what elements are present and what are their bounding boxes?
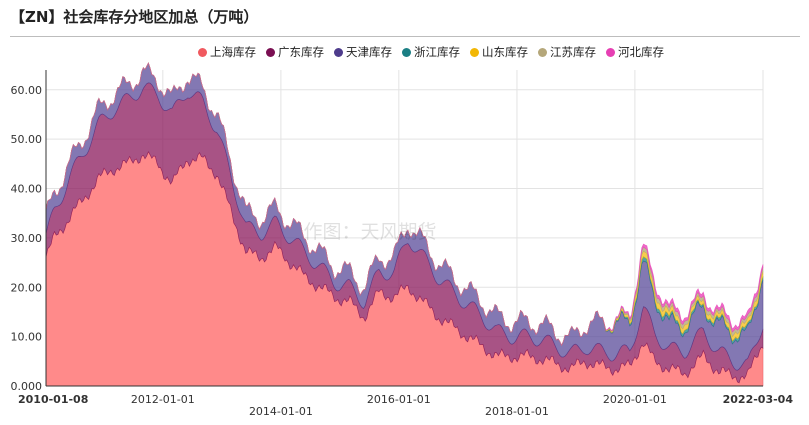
legend-item[interactable]: 河北库存 bbox=[606, 44, 664, 60]
x-tick-label: 2020-01-01 bbox=[603, 393, 667, 406]
legend-label: 广东库存 bbox=[278, 45, 324, 59]
x-tick-label: 2010-01-08 bbox=[18, 393, 88, 406]
chart-watermark: 作图：天风期货 bbox=[303, 221, 436, 243]
chart-title: 【ZN】社会库存分地区加总（万吨） bbox=[10, 8, 259, 26]
y-tick-label: 50.00 bbox=[11, 133, 43, 146]
legend-swatch bbox=[198, 47, 207, 57]
axes: 0.000 10.00 20.00 30.00 40.00 50.00 60.00 2010-… bbox=[11, 70, 794, 418]
legend-swatch bbox=[266, 47, 275, 57]
legend-item[interactable]: 江苏库存 bbox=[538, 44, 596, 60]
y-tick-label: 0.000 bbox=[11, 380, 43, 393]
legend-swatch bbox=[470, 47, 479, 57]
legend-item[interactable]: 天津库存 bbox=[334, 44, 392, 60]
legend-label: 山东库存 bbox=[482, 45, 528, 59]
x-tick-label: 2022-03-04 bbox=[723, 393, 794, 406]
legend-label: 河北库存 bbox=[618, 45, 664, 59]
legend-label: 浙江库存 bbox=[414, 45, 460, 59]
x-tick-label: 2018-01-01 bbox=[485, 405, 549, 418]
legend-label: 江苏库存 bbox=[550, 45, 596, 59]
legend-swatch bbox=[538, 47, 547, 57]
legend-label: 天津库存 bbox=[346, 45, 392, 59]
legend-swatch bbox=[334, 47, 343, 57]
legend-item[interactable]: 山东库存 bbox=[470, 44, 528, 60]
x-tick-label: 2014-01-01 bbox=[249, 405, 313, 418]
legend-swatch bbox=[402, 47, 411, 57]
area-series bbox=[45, 62, 764, 387]
y-tick-label: 10.00 bbox=[11, 331, 43, 344]
legend-item[interactable]: 上海库存 bbox=[198, 44, 256, 60]
legend-item[interactable]: 浙江库存 bbox=[402, 44, 460, 60]
y-tick-label: 60.00 bbox=[11, 84, 43, 97]
chart-legend: 上海库存 广东库存 天津库存 浙江库存 山东库存 江苏库存 河北库存 bbox=[198, 44, 664, 60]
legend-item[interactable]: 广东库存 bbox=[266, 44, 324, 60]
area-series-6[interactable] bbox=[45, 62, 764, 347]
y-tick-label: 40.00 bbox=[11, 183, 43, 196]
title-divider bbox=[10, 36, 800, 37]
legend-label: 上海库存 bbox=[210, 45, 256, 59]
x-tick-label: 2012-01-01 bbox=[131, 393, 195, 406]
y-tick-label: 20.00 bbox=[11, 281, 43, 294]
x-tick-label: 2016-01-01 bbox=[367, 393, 431, 406]
y-tick-label: 30.00 bbox=[11, 232, 43, 245]
legend-swatch bbox=[606, 47, 615, 57]
